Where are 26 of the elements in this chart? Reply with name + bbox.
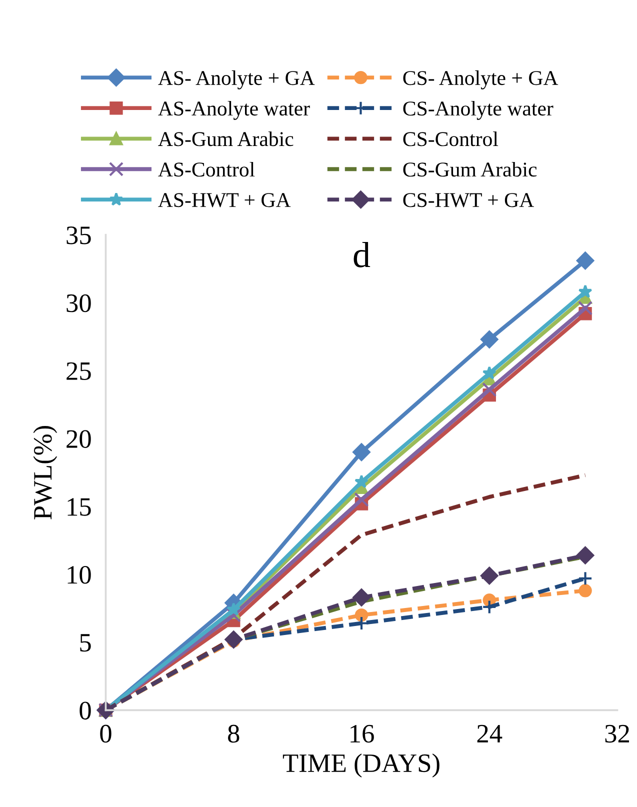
legend-label: CS-Control — [403, 131, 498, 146]
legend-label: CS- Anolyte + GA — [403, 70, 558, 90]
y-tick-label: 20 — [66, 430, 91, 448]
x-tick-label: 0 — [100, 724, 112, 743]
x-axis-title: TIME (DAYS) — [282, 754, 440, 778]
y-axis-title: PWL(%) — [33, 426, 58, 520]
legend-label: CS-HWT + GA — [403, 193, 534, 208]
legend-label: AS- Anolyte + GA — [158, 70, 315, 90]
legend-label: AS-HWT + GA — [158, 193, 291, 208]
legend-label: AS-Control — [158, 162, 255, 177]
y-tick-label: 10 — [68, 566, 91, 584]
y-tick-label: 0 — [80, 702, 91, 720]
y-tick-label: 5 — [80, 634, 91, 652]
y-tick-label: 30 — [66, 294, 91, 312]
x-tick-label: 24 — [477, 724, 502, 742]
y-tick-label: 15 — [68, 498, 91, 516]
y-tick-label: 25 — [66, 362, 91, 380]
legend-label: AS-Gum Arabic — [158, 131, 294, 146]
x-tick-label: 8 — [228, 724, 240, 743]
legend-label: CS-Gum Arabic — [403, 162, 537, 177]
legend-label: CS-Anolyte water — [403, 100, 554, 120]
y-tick-label: 35 — [66, 226, 91, 244]
x-tick-label: 32 — [605, 724, 629, 743]
x-tick-label: 16 — [350, 724, 374, 743]
chart-title: d — [354, 242, 370, 268]
legend-label: AS-Anolyte water — [158, 100, 310, 120]
